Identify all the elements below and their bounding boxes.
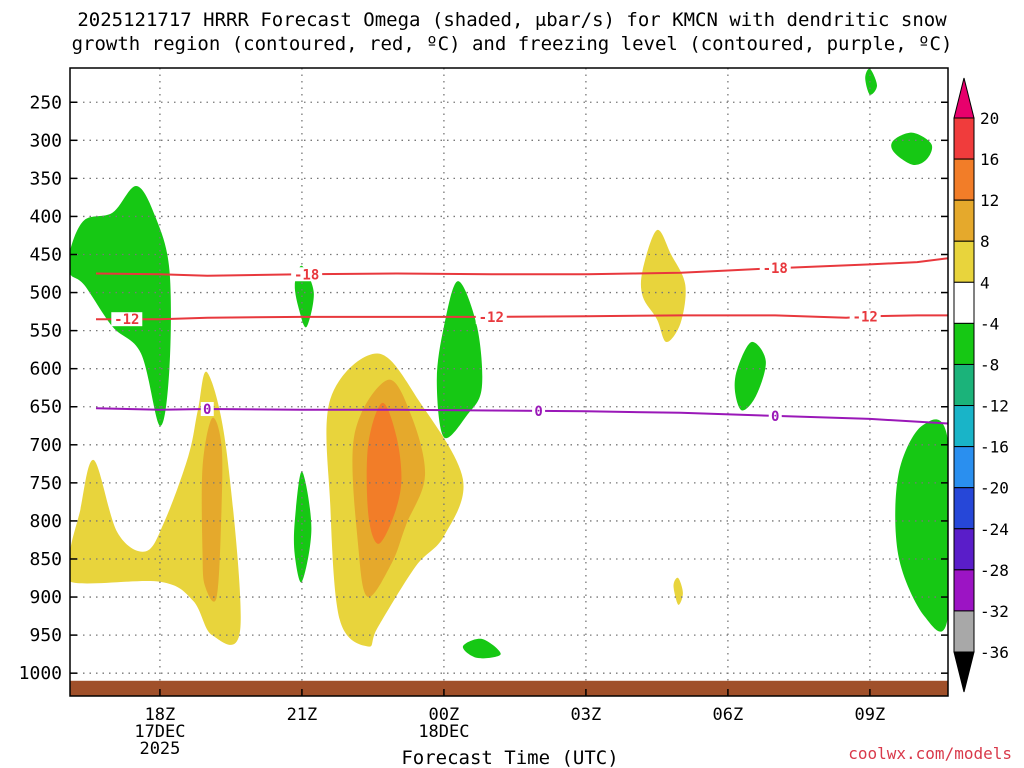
- colorbar-top-arrow: [953, 77, 975, 119]
- contour-label-bg-dendritic-bottom-1: [475, 309, 507, 324]
- colorbar-bottom-arrow: [953, 651, 975, 693]
- contour-label-dendritic-top-0: -18: [294, 267, 319, 283]
- plot-content: -18 -18 -12 -12 -12 0 0 0: [70, 68, 948, 696]
- colorbar-label-2: 12: [980, 191, 999, 210]
- contour-dendritic-top: [95, 257, 948, 277]
- colorbar-bin-7: [953, 363, 975, 407]
- x-tick-sublabel-date-00Z: 18DEC: [418, 722, 469, 742]
- contour-label-dendritic-bottom-2: -12: [853, 309, 878, 325]
- contour-label-dendritic-bottom-0: -12: [114, 312, 139, 328]
- omega-region-yellow-5: [640, 229, 686, 343]
- contour-label-freezing-level-2: 0: [771, 409, 779, 425]
- omega-region-green-9: [293, 471, 312, 583]
- colorbar-bin-2: [953, 158, 975, 201]
- y-tick-label-950: 950: [29, 625, 62, 646]
- colorbar-label-8: -16: [980, 438, 1009, 457]
- omega-region-green-11: [462, 638, 501, 659]
- colorbar-bin-13: [953, 610, 975, 653]
- colorbar-bin-12: [953, 569, 975, 612]
- colorbar-label-9: -20: [980, 479, 1009, 498]
- x-tick-label-03Z: 03Z: [571, 705, 602, 725]
- omega-region-green-14: [891, 132, 933, 165]
- colorbar-bin-3: [953, 199, 975, 242]
- omega-region-green-13: [865, 68, 877, 95]
- contour-label-bg-freezing-level-0: [200, 402, 214, 417]
- x-tick-label-09Z: 09Z: [855, 705, 886, 725]
- omega-region-yellow-6: [673, 577, 683, 605]
- x-tick-label-21Z: 21Z: [287, 705, 318, 725]
- colorbar-label-10: -24: [980, 520, 1009, 539]
- y-tick-label-1000: 1000: [19, 663, 62, 684]
- y-tick-label-250: 250: [29, 92, 62, 113]
- y-tick-label-350: 350: [29, 168, 62, 189]
- y-tick-label-550: 550: [29, 321, 62, 342]
- y-tick-label-500: 500: [29, 283, 62, 304]
- x-tick-label-06Z: 06Z: [713, 705, 744, 725]
- y-tick-label-650: 650: [29, 397, 62, 418]
- contour-label-dendritic-bottom-1: -12: [479, 310, 504, 326]
- omega-region-green-15: [895, 419, 948, 632]
- colorbar-label-3: 8: [980, 232, 990, 251]
- colorbar-label-4: 4: [980, 273, 990, 292]
- colorbar-label-0: 20: [980, 109, 999, 128]
- contour-label-bg-freezing-level-2: [768, 408, 782, 423]
- colorbar-label-13: -36: [980, 643, 1009, 662]
- colorbar-label-1: 16: [980, 150, 999, 169]
- omega-region-orange-4: [366, 402, 402, 544]
- title-line-2: growth region (contoured, red, ºC) and f…: [71, 33, 953, 55]
- chart-title: 2025121717 HRRR Forecast Omega (shaded, …: [0, 8, 1024, 56]
- contour-label-freezing-level-1: 0: [534, 404, 542, 420]
- colorbar-bin-4: [953, 240, 975, 283]
- colorbar-label-6: -8: [980, 355, 999, 374]
- omega-region-green-12: [734, 341, 766, 411]
- colorbar-bin-10: [953, 487, 975, 530]
- y-tick-label-800: 800: [29, 511, 62, 532]
- y-tick-label-750: 750: [29, 473, 62, 494]
- x-tick-sublabel-date-18Z: 17DEC: [134, 722, 185, 742]
- y-tick-label-850: 850: [29, 549, 62, 570]
- y-tick-label-600: 600: [29, 359, 62, 380]
- colorbar-bin-11: [953, 528, 975, 571]
- omega-region-green-10: [436, 281, 483, 439]
- colorbar-bin-6: [953, 322, 975, 365]
- colorbar: 20 16 12 8 4 -4 -8 -12 -16 -20 -24 -28 -32 -36: [953, 77, 1009, 693]
- colorbar-bin-8: [953, 405, 975, 448]
- contour-label-bg-freezing-level-1: [532, 403, 546, 418]
- omega-region-green-7: [70, 185, 171, 426]
- title-line-1: 2025121717 HRRR Forecast Omega (shaded, …: [77, 9, 947, 31]
- contour-freezing-level: [95, 407, 948, 425]
- y-tick-label-450: 450: [29, 244, 62, 265]
- contour-label-freezing-level-0: 0: [203, 402, 211, 418]
- contour-label-bg-dendritic-top-1: [759, 261, 791, 276]
- plot-frame: [69, 67, 949, 697]
- colorbar-bin-1: [953, 117, 975, 160]
- colorbar-label-5: -4: [980, 314, 999, 333]
- contour-label-bg-dendritic-bottom-2: [849, 309, 881, 324]
- y-tick-label-900: 900: [29, 587, 62, 608]
- credit-link[interactable]: coolwx.com/models: [848, 744, 1012, 763]
- contour-label-dendritic-top-1: -18: [763, 261, 788, 277]
- colorbar-bin-5: [953, 281, 975, 324]
- y-tick-label-300: 300: [29, 130, 62, 151]
- omega-region-orange-light-1: [201, 417, 223, 602]
- colorbar-label-11: -28: [980, 561, 1009, 580]
- x-tick-label-18Z: 18Z: [145, 705, 176, 725]
- y-tick-label-700: 700: [29, 435, 62, 456]
- colorbar-label-12: -32: [980, 602, 1009, 621]
- x-tick-sublabel-year-18Z: 2025: [139, 739, 180, 759]
- contour-label-bg-dendritic-bottom-0: [111, 312, 143, 327]
- contour-dendritic-bottom: [96, 314, 948, 321]
- contour-label-bg-dendritic-top-0: [291, 267, 323, 282]
- omega-region-yellow-0: [70, 371, 241, 645]
- y-tick-label-400: 400: [29, 206, 62, 227]
- x-tick-label-00Z: 00Z: [429, 705, 460, 725]
- axes: 250 300 350 400 450 500 550 600 650 700 750 800 850 9…: [19, 67, 949, 759]
- x-axis-label: Forecast Time (UTC): [401, 747, 618, 768]
- ground-surface: [70, 680, 948, 696]
- colorbar-bin-9: [953, 446, 975, 489]
- colorbar-label-7: -12: [980, 397, 1009, 416]
- plot-area: -18 -18 -12 -12 -12 0 0 0: [70, 68, 948, 696]
